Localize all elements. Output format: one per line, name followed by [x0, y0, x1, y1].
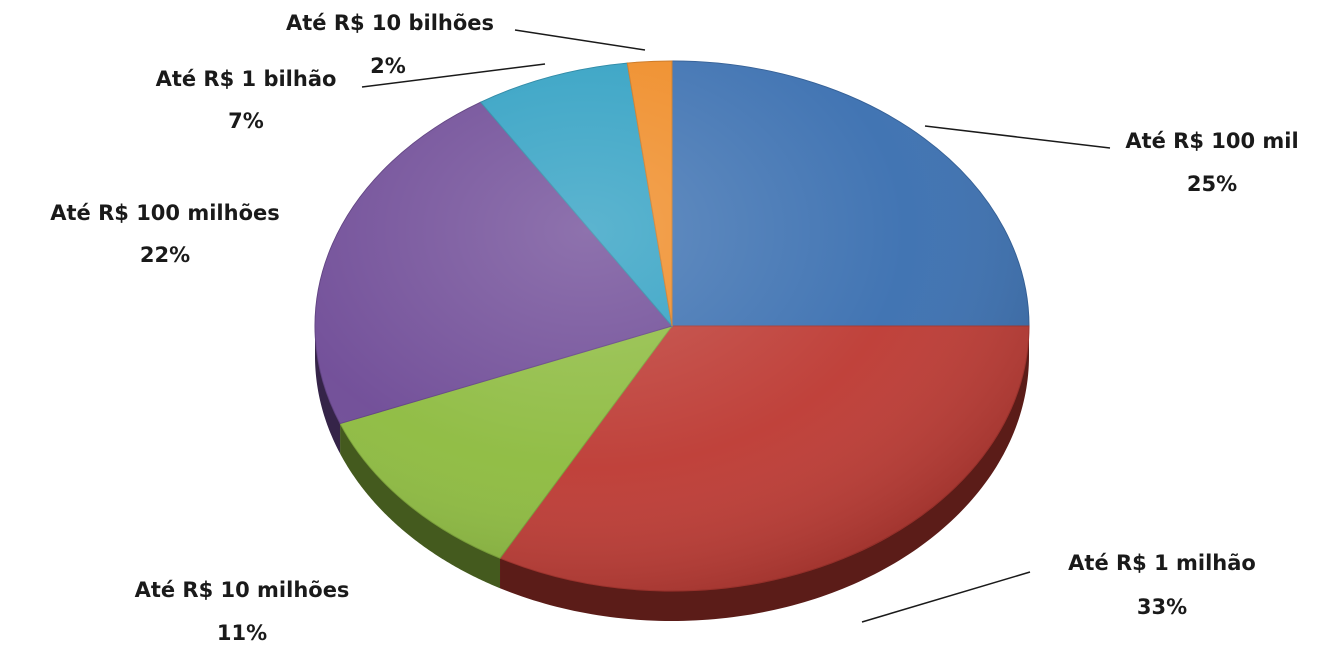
slice-percent-ate-r-10-milhoes: 11% — [217, 621, 267, 645]
slice-percent-ate-r-100-milhoes: 22% — [140, 243, 190, 267]
slice-label-ate-r-1-bilhao: Até R$ 1 bilhão — [156, 67, 337, 91]
slice-label-ate-r-1-milhao: Até R$ 1 milhão — [1068, 551, 1256, 575]
slice-label-ate-r-100-mil: Até R$ 100 mil — [1125, 129, 1298, 153]
slice-percent-ate-r-100-mil: 25% — [1187, 172, 1237, 196]
pie-slice-side-ate-r-1-milhao — [500, 326, 1029, 621]
slice-percent-ate-r-1-milhao: 33% — [1137, 595, 1187, 619]
pie-slice-side-ate-r-100-milhoes — [315, 328, 341, 454]
leader-line-ate-r-10-bilhoes — [514, 29, 646, 51]
slice-label-ate-r-10-bilhoes: Até R$ 10 bilhões — [286, 11, 494, 35]
pie-slice-side-ate-r-10-milhoes — [340, 423, 501, 589]
leader-line-ate-r-1-milhao — [861, 571, 1031, 623]
leader-line-ate-r-1-bilhao — [361, 63, 546, 88]
slice-label-ate-r-10-milhoes: Até R$ 10 milhões — [135, 578, 350, 602]
slice-label-ate-r-100-milhoes: Até R$ 100 milhões — [50, 201, 279, 225]
slice-percent-ate-r-1-bilhao: 7% — [228, 109, 264, 133]
pie-gloss-overlay — [315, 61, 1029, 591]
slice-percent-ate-r-10-bilhoes: 2% — [370, 54, 406, 78]
leader-line-ate-r-100-mil — [924, 125, 1111, 149]
